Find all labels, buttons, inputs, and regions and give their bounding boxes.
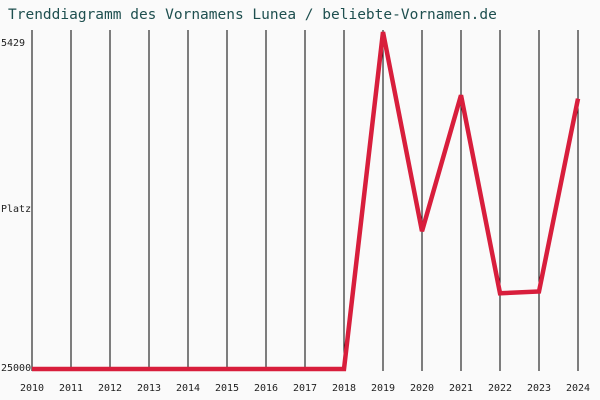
x-tick-label-2023: 2023 [527,383,551,394]
x-tick-label-2015: 2015 [215,383,239,394]
x-tick-label-2021: 2021 [449,383,473,394]
x-tick-label-2017: 2017 [293,383,317,394]
y-axis-label: Platz [1,204,31,215]
x-tick-label-2010: 2010 [20,383,44,394]
x-tick-label-2019: 2019 [371,383,395,394]
x-tick-label-2018: 2018 [332,383,356,394]
x-axis-tick-labels: 2010 2011 2012 2013 2014 2015 2016 2017 2018 2019… [20,383,590,394]
x-tick-label-2011: 2011 [59,383,83,394]
x-tick-label-2012: 2012 [98,383,122,394]
y-axis-bottom-label: 25000 [1,363,31,374]
chart-title: Trenddiagramm des Vornamens Lunea / beli… [8,7,497,23]
y-axis-top-label: 5429 [1,38,25,49]
vertical-gridlines [31,30,579,371]
x-tick-label-2024: 2024 [566,383,590,394]
x-tick-label-2020: 2020 [410,383,434,394]
x-tick-label-2016: 2016 [254,383,278,394]
x-tick-label-2013: 2013 [137,383,161,394]
series-line-group [31,31,581,372]
x-tick-label-2014: 2014 [176,383,200,394]
x-tick-label-2022: 2022 [488,383,512,394]
